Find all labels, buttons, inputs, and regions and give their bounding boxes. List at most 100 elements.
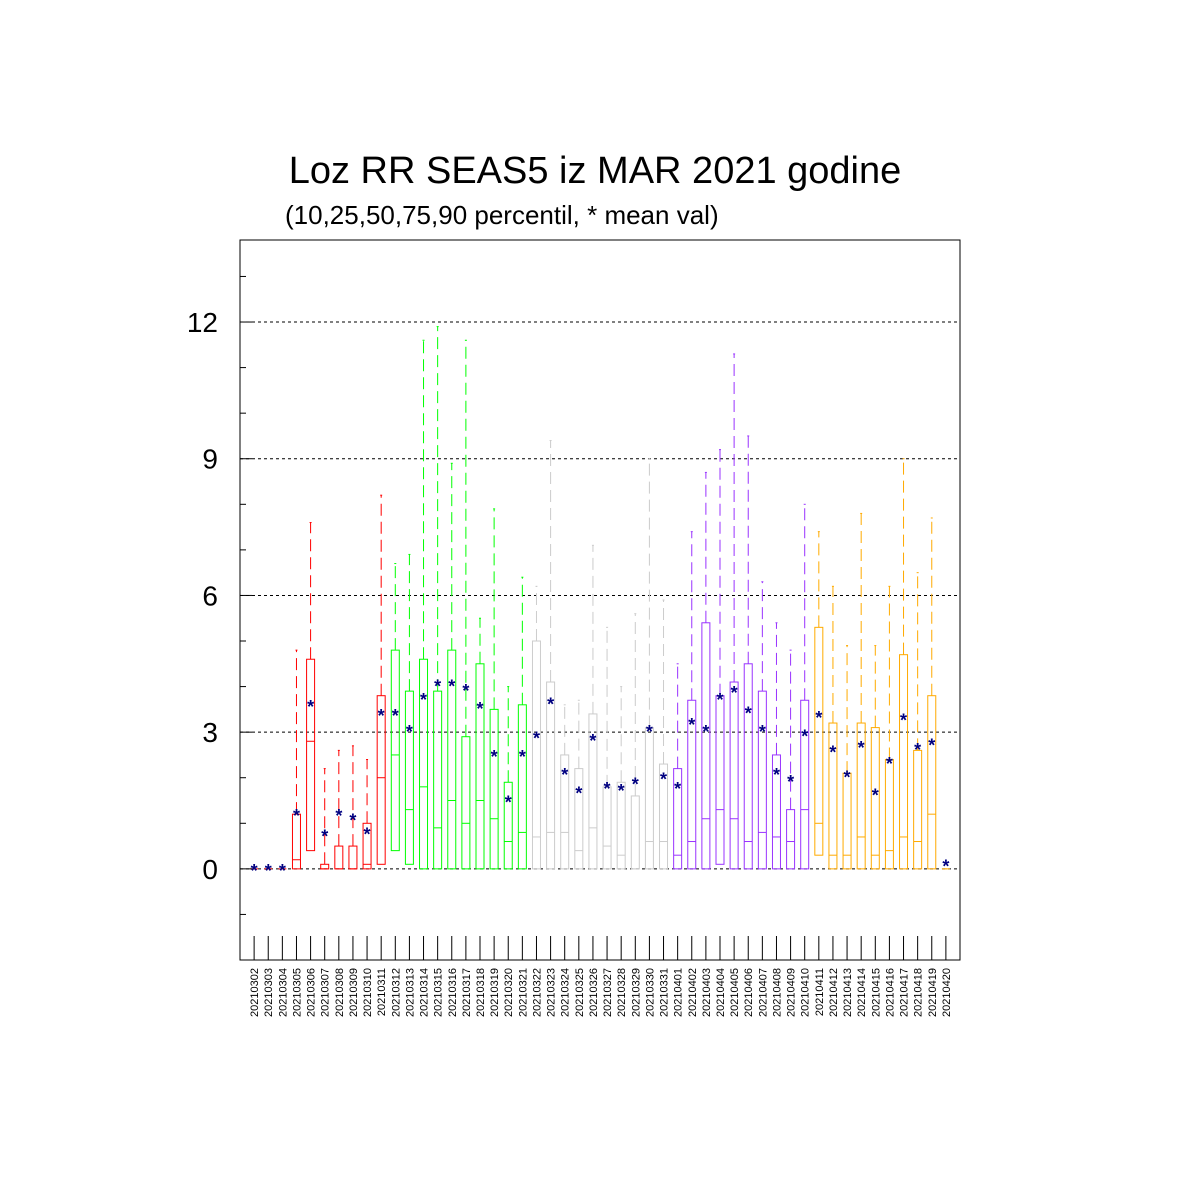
x-tick-label: 20210321 — [517, 968, 529, 1017]
mean-marker: * — [547, 695, 554, 715]
mean-marker: * — [349, 811, 356, 831]
x-tick-label: 20210311 — [376, 968, 388, 1016]
box-iqr — [390, 649, 400, 852]
mean-marker: * — [618, 781, 625, 801]
x-tick-label: 20210330 — [644, 968, 656, 1017]
mean-marker: * — [759, 722, 766, 742]
mean-marker: * — [293, 806, 300, 826]
box-20210317: * — [461, 339, 471, 870]
box-iqr — [531, 640, 541, 870]
x-tick-label: 20210418 — [913, 968, 925, 1017]
x-tick-label: 20210319 — [489, 968, 501, 1017]
mean-marker: * — [378, 706, 385, 726]
mean-marker: * — [561, 765, 568, 785]
mean-marker: * — [815, 708, 822, 728]
box-20210413: * — [842, 645, 852, 870]
x-tick-label: 20210309 — [348, 968, 360, 1017]
x-tick-label: 20210320 — [503, 968, 515, 1017]
x-tick-label: 20210307 — [320, 968, 332, 1017]
box-20210310: * — [362, 758, 372, 870]
box-20210302: * — [250, 861, 259, 881]
x-tick-label: 20210303 — [263, 968, 275, 1017]
box-20210318: * — [475, 617, 485, 870]
box-iqr — [701, 622, 711, 870]
box-iqr — [743, 663, 753, 870]
box-iqr — [913, 749, 923, 870]
mean-marker: * — [434, 676, 441, 696]
box-20210402: * — [687, 531, 697, 870]
x-tick-label: 20210322 — [531, 968, 543, 1017]
box-20210322: * — [531, 585, 541, 870]
box-iqr — [517, 704, 527, 870]
box-20210328: * — [616, 686, 626, 870]
box-20210409: * — [786, 649, 796, 870]
box-20210323: * — [546, 440, 556, 870]
mean-marker: * — [660, 770, 667, 790]
x-tick-label: 20210318 — [475, 968, 487, 1017]
box-iqr — [814, 626, 824, 856]
y-tick-label: 6 — [202, 580, 218, 611]
x-tick-label: 20210420 — [941, 968, 953, 1017]
box-iqr — [786, 809, 796, 870]
box-iqr — [828, 722, 838, 870]
box-20210320: * — [503, 686, 513, 870]
gridlines — [240, 321, 960, 870]
mean-marker: * — [420, 690, 427, 710]
mean-marker: * — [646, 722, 653, 742]
mean-marker: * — [321, 827, 328, 847]
mean-marker: * — [589, 731, 596, 751]
mean-marker: * — [688, 715, 695, 735]
box-20210314: * — [419, 339, 429, 870]
mean-marker: * — [787, 772, 794, 792]
box-iqr — [376, 695, 386, 865]
box-iqr — [630, 795, 640, 870]
box-iqr — [927, 695, 937, 870]
box-iqr — [362, 822, 372, 870]
x-tick-label: 20210416 — [884, 968, 896, 1017]
box-iqr — [489, 708, 499, 870]
x-tick-label: 20210306 — [306, 968, 318, 1017]
box-iqr — [320, 863, 330, 870]
box-20210412: * — [828, 585, 838, 870]
box-iqr — [715, 695, 725, 865]
x-tick-label: 20210327 — [602, 968, 614, 1017]
box-iqr — [588, 713, 598, 870]
x-tick-label: 20210410 — [800, 968, 812, 1017]
y-tick-label: 9 — [202, 444, 218, 475]
mean-marker: * — [364, 824, 371, 844]
mean-marker: * — [716, 690, 723, 710]
box-20210327: * — [602, 626, 612, 870]
x-tick-label: 20210326 — [588, 968, 600, 1017]
box-20210308: * — [334, 749, 344, 870]
x-tick-label: 20210328 — [616, 968, 628, 1017]
box-20210403: * — [701, 471, 711, 870]
x-tick-label: 20210324 — [560, 968, 572, 1017]
box-iqr — [687, 699, 697, 870]
mean-marker: * — [928, 736, 935, 756]
box-series: * * * * * * * * * * * * * * * * * * * * * * * * * * * * * * * * * * * * * * * *… — [250, 326, 950, 881]
x-tick-label: 20210409 — [786, 968, 798, 1017]
x-tick-label: 20210310 — [362, 968, 374, 1017]
x-tick-label: 20210308 — [334, 968, 346, 1017]
box-iqr — [503, 781, 513, 870]
mean-marker: * — [844, 767, 851, 787]
y-tick-label: 3 — [202, 717, 218, 748]
x-tick-label: 20210304 — [277, 968, 289, 1017]
box-20210408: * — [771, 622, 781, 870]
mean-marker: * — [829, 742, 836, 762]
mean-marker: * — [533, 729, 540, 749]
mean-marker: * — [476, 699, 483, 719]
mean-marker: * — [462, 681, 469, 701]
mean-marker: * — [519, 747, 526, 767]
box-iqr — [602, 786, 612, 870]
x-tick-label: 20210405 — [729, 968, 741, 1017]
box-iqr — [856, 722, 866, 870]
box-iqr — [433, 690, 443, 870]
chart-subtitle: (10,25,50,75,90 percentil, * mean val) — [285, 200, 719, 230]
mean-marker: * — [604, 779, 611, 799]
box-iqr — [291, 813, 301, 870]
x-tick-label: 20210331 — [659, 968, 671, 1017]
mean-marker: * — [251, 861, 258, 881]
mean-marker: * — [858, 738, 865, 758]
